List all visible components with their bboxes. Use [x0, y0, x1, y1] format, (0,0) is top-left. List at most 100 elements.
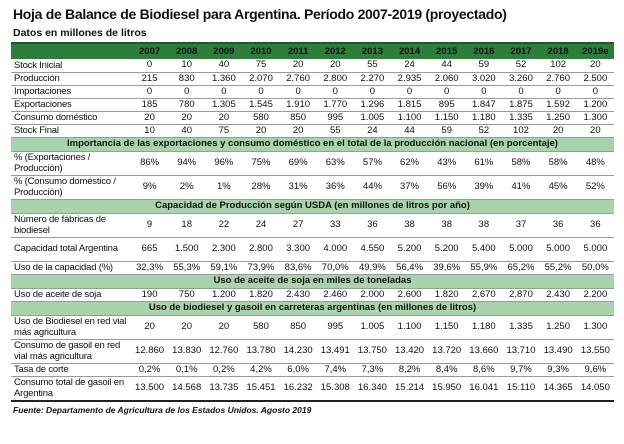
value-cell: 2.200	[576, 288, 614, 302]
table-row: Uso de la capacidad (%) 32,3% 55,3% 59,1% 73…	[11, 261, 614, 275]
value-cell: 0	[131, 85, 169, 99]
section-title: Importancia de las exportaciones y consu…	[11, 137, 614, 152]
value-cell: 5.200	[390, 237, 429, 262]
value-cell: 850	[279, 111, 317, 125]
row-label: Stock Final	[11, 124, 131, 138]
value-cell: 20	[279, 124, 317, 138]
value-cell: 24	[390, 59, 429, 73]
value-cell: 45%	[539, 175, 577, 200]
row-label: Exportaciones	[11, 98, 131, 112]
source-note: Fuente: Departamento de Agricultura de l…	[13, 404, 312, 415]
value-cell: 20	[168, 111, 206, 125]
value-cell: 1.335	[502, 315, 540, 340]
year-header: 2009	[205, 42, 243, 59]
value-cell: 895	[428, 98, 466, 112]
value-cell: 5.000	[576, 237, 614, 262]
value-cell: 0	[316, 85, 354, 99]
value-cell: 0	[576, 85, 614, 99]
value-cell: 39,6%	[428, 261, 466, 275]
value-cell: 0	[168, 85, 206, 99]
value-cell: 10	[168, 59, 206, 73]
section-band: Importancia de las exportaciones y consu…	[11, 137, 614, 152]
value-cell: 2.935	[390, 72, 429, 86]
section-band: Uso de aceite de soja en miles de tonela…	[11, 274, 614, 289]
value-cell: 2.760	[279, 72, 317, 86]
table-row: Número de fábricas de biodiesel 9 18 22 24 27…	[11, 213, 614, 238]
value-cell: 185	[131, 98, 169, 112]
value-cell: 41%	[502, 175, 540, 200]
value-cell: 190	[131, 288, 169, 302]
section-band: Capacidad de Producción según USDA (en m…	[11, 199, 614, 214]
row-label: Consumo total de gasoil en Argentina	[11, 376, 131, 402]
value-cell: 2.460	[316, 288, 354, 302]
value-cell: 43%	[428, 151, 466, 176]
value-cell: 56,4%	[390, 261, 429, 275]
value-cell: 18	[168, 213, 206, 238]
year-header: 2019e	[576, 42, 614, 59]
value-cell: 102	[539, 59, 577, 73]
table-container: 2007 2008 2009 2010 2011 2012 2013 2014 2015 2016…	[11, 42, 614, 415]
year-header: 2015	[428, 42, 466, 59]
value-cell: 75	[242, 59, 280, 73]
value-cell: 1.847	[465, 98, 503, 112]
value-cell: 55	[353, 59, 391, 73]
section-title: Capacidad de Producción según USDA (en m…	[11, 199, 614, 214]
value-cell: 58%	[502, 151, 540, 176]
value-cell: 2.270	[353, 72, 391, 86]
row-label: Uso de Biodiesel en red vial más agricul…	[11, 315, 131, 340]
page-title: Hoja de Balance de Biodiesel para Argent…	[13, 6, 507, 22]
value-cell: 58%	[539, 151, 577, 176]
value-cell: 13.710	[502, 339, 540, 364]
row-label: Consumo de gasoil en red vial más agricu…	[11, 339, 131, 364]
value-cell: 2.870	[502, 288, 540, 302]
value-cell: 13.550	[576, 339, 614, 364]
value-cell: 1.545	[242, 98, 280, 112]
table-row: Uso de aceite de soja 190 750 1.200 1.820 2.4…	[11, 288, 614, 302]
value-cell: 2%	[168, 175, 206, 200]
value-cell: 38	[428, 213, 466, 238]
value-cell: 9	[131, 213, 169, 238]
value-cell: 0	[390, 85, 429, 99]
value-cell: 6,0%	[279, 363, 317, 377]
value-cell: 96%	[205, 151, 243, 176]
value-cell: 0	[465, 85, 503, 99]
value-cell: 850	[279, 315, 317, 340]
row-label: % (Consumo doméstico / Producción)	[11, 175, 131, 200]
year-header: 2014	[390, 42, 429, 59]
value-cell: 9,3%	[539, 363, 577, 377]
value-cell: 75%	[242, 151, 280, 176]
value-cell: 12.760	[205, 339, 243, 364]
value-cell: 13.720	[428, 339, 466, 364]
value-cell: 780	[168, 98, 206, 112]
row-label: Tasa de corte	[11, 363, 131, 377]
value-cell: 59	[428, 124, 466, 138]
header-row: 2007 2008 2009 2010 2011 2012 2013 2014 2015 2016…	[11, 42, 614, 59]
value-cell: 1.820	[428, 288, 466, 302]
table-row: Producción 215 830 1.360 2.070 2.760 2.800 2.27…	[11, 72, 614, 86]
value-cell: 1.250	[539, 111, 577, 125]
value-cell: 2.800	[316, 72, 354, 86]
value-cell: 1.335	[502, 111, 540, 125]
value-cell: 3.260	[502, 72, 540, 86]
year-header: 2007	[131, 42, 169, 59]
value-cell: 1.770	[316, 98, 354, 112]
value-cell: 36	[353, 213, 391, 238]
value-cell: 55	[316, 124, 354, 138]
value-cell: 13.830	[168, 339, 206, 364]
value-cell: 65,2%	[502, 261, 540, 275]
value-cell: 63%	[316, 151, 354, 176]
value-cell: 9%	[131, 175, 169, 200]
row-label: % (Exportaciones / Producción)	[11, 151, 131, 176]
value-cell: 1.305	[205, 98, 243, 112]
value-cell: 75	[205, 124, 243, 138]
value-cell: 1.910	[279, 98, 317, 112]
value-cell: 40	[168, 124, 206, 138]
value-cell: 5.000	[539, 237, 577, 262]
value-cell: 37	[502, 213, 540, 238]
value-cell: 62%	[390, 151, 429, 176]
value-cell: 1.100	[390, 111, 429, 125]
value-cell: 50,0%	[576, 261, 614, 275]
value-cell: 1.815	[390, 98, 429, 112]
value-cell: 14.568	[168, 376, 206, 402]
value-cell: 580	[242, 111, 280, 125]
